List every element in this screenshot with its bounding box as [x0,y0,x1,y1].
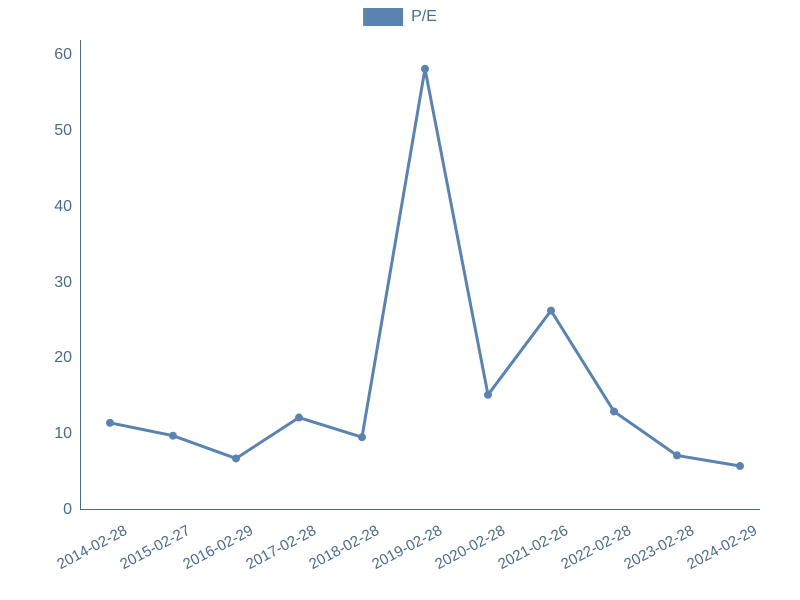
data-marker [421,65,429,73]
data-marker [736,462,744,470]
y-tick-label: 40 [54,198,72,216]
plot-svg [80,40,760,510]
y-tick-label: 0 [63,501,72,519]
y-tick-label: 20 [54,349,72,367]
data-marker [358,433,366,441]
data-marker [295,414,303,422]
y-tick-label: 30 [54,274,72,292]
chart-container: P/E 0102030405060 2014-02-282015-02-2720… [0,0,800,600]
y-tick-label: 50 [54,122,72,140]
data-marker [169,432,177,440]
data-marker [484,391,492,399]
data-line [110,69,740,466]
legend-swatch [363,8,403,26]
data-marker [232,454,240,462]
y-tick-label: 10 [54,425,72,443]
y-tick-label: 60 [54,46,72,64]
legend-label: P/E [411,8,437,26]
data-markers [106,65,744,470]
data-marker [610,407,618,415]
data-marker [547,307,555,315]
legend: P/E [363,8,437,26]
data-marker [673,451,681,459]
data-marker [106,419,114,427]
